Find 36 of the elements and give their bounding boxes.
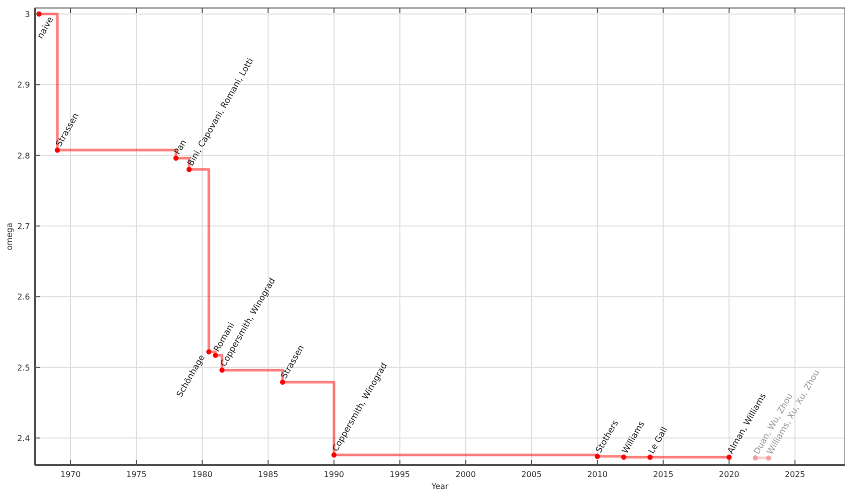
x-tick-label: 2010 bbox=[587, 470, 608, 479]
y-tick-label: 2.6 bbox=[17, 292, 30, 302]
x-tick-label: 2015 bbox=[653, 470, 674, 479]
annotation: Pan bbox=[172, 138, 190, 157]
point bbox=[647, 454, 653, 460]
x-tick-label: 1995 bbox=[390, 470, 410, 479]
point bbox=[594, 454, 600, 459]
y-tick-label: 2.7 bbox=[17, 222, 30, 232]
x-tick-label: 2020 bbox=[718, 470, 740, 479]
y-tick-label: 2.5 bbox=[17, 363, 30, 372]
x-tick-label: 2025 bbox=[784, 470, 806, 479]
x-axis-title: Year bbox=[430, 482, 450, 491]
point bbox=[206, 349, 212, 354]
y-tick-label: 3 bbox=[24, 10, 30, 20]
y-tick-label: 2.4 bbox=[17, 434, 30, 444]
point bbox=[621, 454, 626, 460]
x-tick-label: 2000 bbox=[456, 470, 476, 479]
y-axis-title: omega bbox=[5, 222, 14, 250]
y-tick-label: 2.8 bbox=[17, 151, 30, 160]
point bbox=[766, 455, 772, 461]
x-tick-label: 1990 bbox=[324, 470, 344, 479]
x-tick-label: 2005 bbox=[521, 470, 542, 479]
x-tick-label: 1970 bbox=[60, 470, 81, 479]
x-tick-label: 1975 bbox=[126, 470, 147, 479]
point bbox=[726, 454, 732, 460]
y-tick-label: 2.9 bbox=[17, 80, 30, 90]
point bbox=[186, 166, 192, 172]
point bbox=[280, 380, 286, 385]
x-tick-label: 1980 bbox=[192, 470, 212, 479]
x-tick-label: 1985 bbox=[258, 470, 278, 479]
point bbox=[54, 148, 60, 153]
point bbox=[173, 156, 179, 161]
point bbox=[752, 455, 758, 460]
point bbox=[219, 368, 225, 373]
point bbox=[212, 352, 218, 358]
point bbox=[331, 452, 337, 458]
